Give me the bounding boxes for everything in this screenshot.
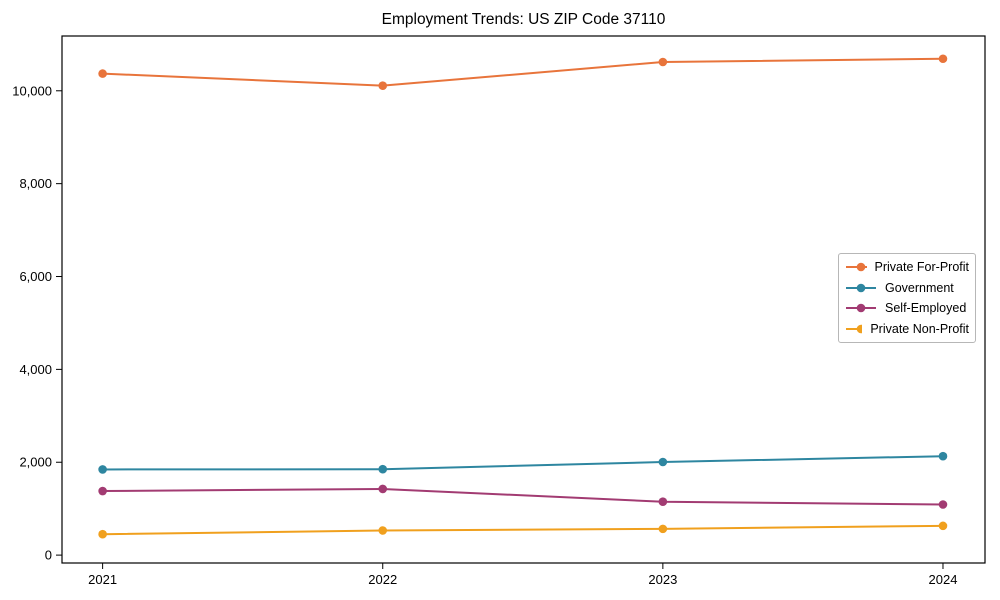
data-point-government-2023 bbox=[658, 457, 668, 467]
data-point-self-employed-2023 bbox=[658, 497, 668, 507]
series-line-self-employed bbox=[102, 487, 943, 506]
chart-title: Employment Trends: US ZIP Code 37110 bbox=[381, 11, 666, 28]
legend-label-self-employed: Self-Employed bbox=[885, 301, 967, 316]
legend-line-marker-icon-self-employed bbox=[846, 303, 876, 313]
legend-label-private-for-profit: Private For-Profit bbox=[874, 260, 969, 275]
series-line-private-non-profit bbox=[102, 524, 943, 536]
x-tick-label: 2024 bbox=[929, 572, 958, 587]
plot-border bbox=[61, 35, 986, 564]
data-point-government-2022 bbox=[378, 464, 388, 474]
y-tick-label: 6,000 bbox=[19, 269, 52, 284]
data-point-government-2024 bbox=[938, 451, 948, 461]
series-line-government bbox=[102, 455, 944, 471]
legend-item-self-employed: Self-Employed bbox=[845, 299, 969, 317]
data-point-private-non-profit-2022 bbox=[378, 526, 388, 535]
data-point-self-employed-2021 bbox=[98, 486, 107, 496]
legend-item-government: Government bbox=[845, 279, 969, 297]
data-point-private-non-profit-2021 bbox=[98, 529, 107, 539]
data-point-private-non-profit-2023 bbox=[658, 524, 668, 534]
y-tick-label: 0 bbox=[45, 548, 52, 563]
data-point-private-for-profit-2021 bbox=[98, 69, 107, 78]
legend-label-government: Government bbox=[885, 280, 954, 295]
x-tick-label: 2023 bbox=[648, 572, 677, 587]
data-point-government-2021 bbox=[98, 465, 107, 474]
legend-item-private-for-profit: Private For-Profit bbox=[845, 258, 969, 276]
legend-line-marker-icon-government bbox=[846, 283, 876, 293]
legend-line-marker-icon-private-for-profit bbox=[846, 262, 867, 272]
y-tick-label: 2,000 bbox=[19, 455, 52, 470]
data-point-self-employed-2024 bbox=[938, 500, 948, 509]
series-line-private-for-profit bbox=[102, 57, 943, 87]
legend-label-private-non-profit: Private Non-Profit bbox=[870, 321, 969, 336]
chart-legend: Private For-Profit Government Self-Employe… bbox=[838, 253, 976, 343]
x-tick-label: 2021 bbox=[88, 572, 117, 587]
data-point-self-employed-2022 bbox=[378, 484, 388, 494]
data-point-private-non-profit-2024 bbox=[938, 521, 948, 531]
data-point-private-for-profit-2024 bbox=[938, 54, 948, 64]
legend-item-private-non-profit: Private Non-Profit bbox=[845, 320, 969, 338]
y-tick-label: 4,000 bbox=[19, 362, 52, 377]
data-point-private-for-profit-2023 bbox=[658, 57, 668, 67]
y-tick-label: 8,000 bbox=[19, 176, 52, 191]
x-tick-label: 2022 bbox=[368, 572, 397, 587]
data-point-private-for-profit-2022 bbox=[378, 81, 388, 90]
y-tick-label: 10,000 bbox=[12, 83, 52, 98]
legend-line-marker-icon-private-non-profit bbox=[846, 324, 863, 334]
